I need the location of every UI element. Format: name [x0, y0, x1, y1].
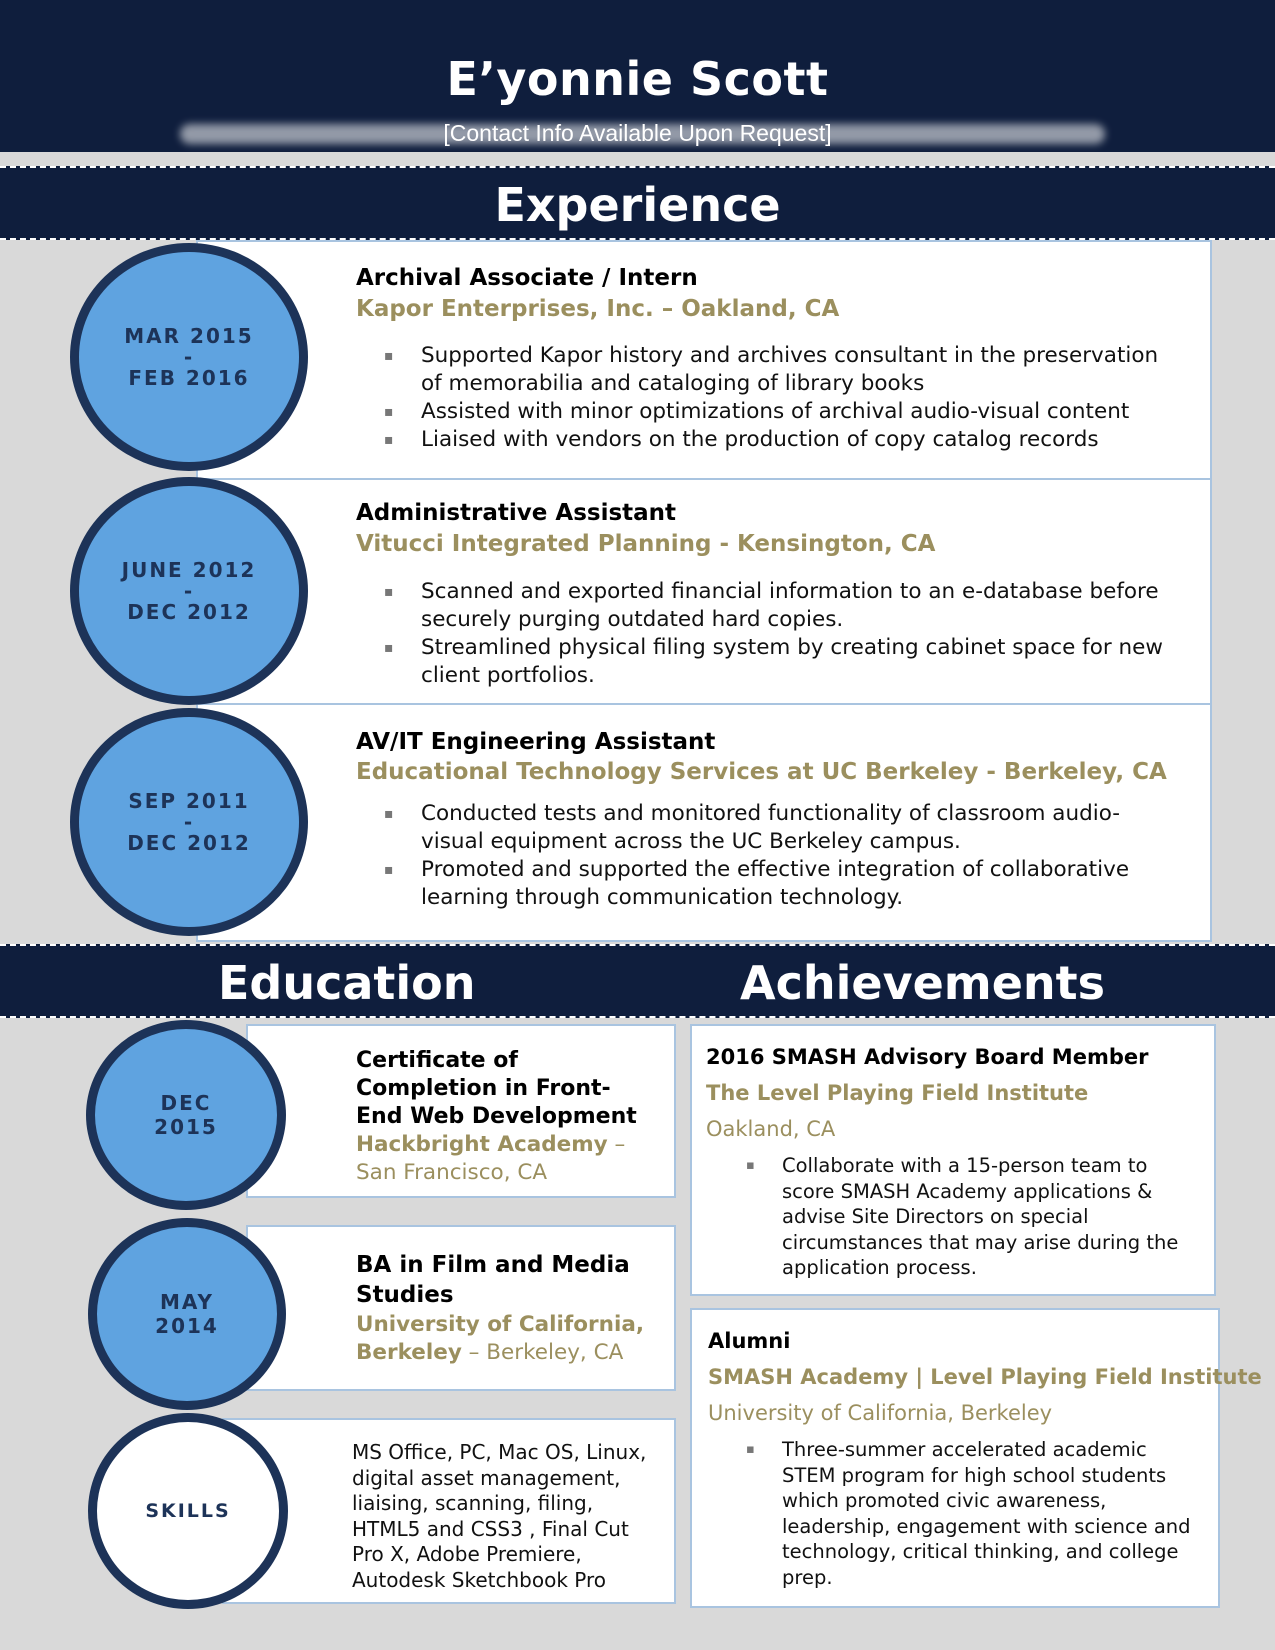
skills-card	[222, 1418, 676, 1604]
achievement-location: University of California, Berkeley	[708, 1401, 1053, 1425]
job-company: Vitucci Integrated Planning - Kensington…	[356, 531, 936, 557]
school-location: – Berkeley, CA	[461, 1340, 624, 1365]
date-start: SEP 2011	[128, 789, 250, 813]
achievement-title: 2016 SMASH Advisory Board Member	[706, 1045, 1149, 1069]
date-end: DEC 2012	[127, 600, 251, 624]
date-start: MAR 2015	[124, 324, 254, 348]
redacted-contact-blur	[180, 124, 1105, 144]
date-circle-exp-3: SEP 2011 - DEC 2012	[70, 708, 308, 936]
achievement-location: Oakland, CA	[706, 1117, 836, 1141]
degree-title: Certificate of Completion in Front-End W…	[356, 1048, 637, 1129]
bullet-item: Supported Kapor history and archives con…	[384, 342, 1184, 398]
resume-header: E’yonnie Scott [Contact Info Available U…	[0, 0, 1275, 152]
job-bullets: Scanned and exported financial informati…	[384, 578, 1194, 690]
school-name: University of California, Berkeley	[356, 1312, 644, 1365]
achievement-org: The Level Playing Field Institute	[706, 1081, 1089, 1105]
job-company: Educational Technology Services at UC Be…	[356, 759, 1167, 785]
date-circle-edu-2: MAY 2014	[88, 1218, 286, 1410]
candidate-name: E’yonnie Scott	[446, 52, 829, 106]
skills-circle: SKILLS	[88, 1413, 288, 1609]
experience-heading: Experience	[494, 178, 781, 232]
date-end: FEB 2016	[128, 366, 250, 390]
date-circle-exp-2: JUNE 2012 - DEC 2012	[70, 477, 308, 705]
date-line: 2015	[154, 1115, 218, 1139]
date-line: DEC	[160, 1091, 212, 1115]
school-line: University of California, Berkeley – Ber…	[356, 1311, 656, 1367]
contact-info: [Contact Info Available Upon Request]	[443, 120, 832, 146]
bullet-item: Promoted and supported the effective int…	[384, 856, 1174, 912]
bullet-item: Assisted with minor optimizations of arc…	[384, 398, 1184, 426]
education-heading: Education	[218, 956, 476, 1010]
date-line: 2014	[155, 1314, 219, 1338]
date-start: JUNE 2012	[121, 558, 257, 582]
bullet-item: Three-summer accelerated academic STEM p…	[746, 1437, 1196, 1590]
job-bullets: Supported Kapor history and archives con…	[384, 342, 1184, 454]
achievement-bullets: Collaborate with a 15-person team to sco…	[746, 1153, 1196, 1281]
school-line: Hackbright Academy – San Francisco, CA	[356, 1131, 656, 1187]
job-title: Archival Associate / Intern	[356, 265, 698, 291]
job-title: Administrative Assistant	[356, 500, 677, 526]
date-line: MAY	[160, 1290, 214, 1314]
date-circle-edu-1: DEC 2015	[86, 1020, 286, 1210]
job-company: Kapor Enterprises, Inc. – Oakland, CA	[356, 296, 840, 322]
job-title: AV/IT Engineering Assistant	[356, 729, 716, 755]
date-separator: -	[183, 345, 195, 369]
bullet-item: Streamlined physical filing system by cr…	[384, 634, 1194, 690]
achievements-heading: Achievements	[740, 956, 1106, 1010]
education-card-2	[246, 1225, 676, 1391]
date-circle-exp-1: MAR 2015 - FEB 2016	[70, 243, 308, 471]
achievement-bullets: Three-summer accelerated academic STEM p…	[746, 1437, 1196, 1590]
education-achievements-banner: Education Achievements	[0, 944, 1275, 1018]
skills-label: SKILLS	[145, 1500, 231, 1522]
bullet-item: Conducted tests and monitored functional…	[384, 800, 1174, 856]
skills-list: MS Office, PC, Mac OS, Linux, digital as…	[352, 1440, 647, 1592]
date-end: DEC 2012	[127, 831, 251, 855]
achievement-org: SMASH Academy | Level Playing Field Inst…	[708, 1365, 1262, 1389]
job-bullets: Conducted tests and monitored functional…	[384, 800, 1174, 912]
degree-title: BA in Film and Media Studies	[356, 1252, 630, 1308]
bullet-item: Liaised with vendors on the production o…	[384, 426, 1184, 454]
bullet-item: Scanned and exported financial informati…	[384, 578, 1194, 634]
school-name: Hackbright Academy	[356, 1132, 608, 1157]
education-card-1	[246, 1024, 676, 1198]
date-separator: -	[183, 810, 195, 834]
bullet-item: Collaborate with a 15-person team to sco…	[746, 1153, 1196, 1281]
experience-banner: Experience	[0, 166, 1275, 240]
school-location: – San Francisco, CA	[356, 1132, 626, 1185]
date-separator: -	[183, 579, 195, 603]
achievement-title: Alumni	[708, 1329, 791, 1353]
